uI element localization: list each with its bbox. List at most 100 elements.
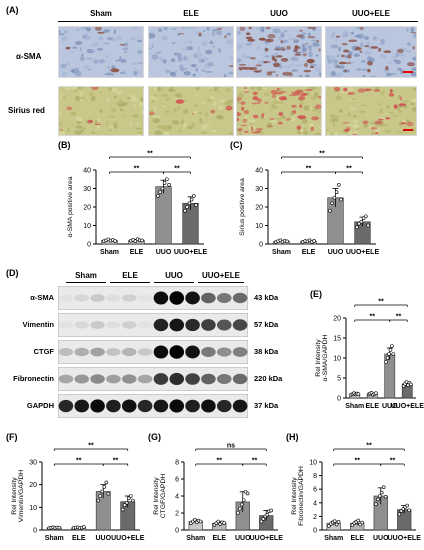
blot-header-line-ele	[110, 282, 150, 283]
y-tick-label: 10	[29, 505, 37, 512]
x-tick-label: ELE	[130, 249, 144, 256]
data-point	[222, 521, 226, 525]
data-point	[265, 512, 270, 517]
data-point	[158, 190, 162, 195]
scale-bar-sirius	[403, 129, 413, 131]
blot-header-line-uuo-ele	[198, 282, 244, 283]
data-point	[356, 518, 361, 523]
panel-label-h: (H)	[286, 432, 299, 442]
blot-protein-label: Fibronectin	[13, 374, 54, 383]
scale-bar-asma	[403, 71, 413, 73]
blot-band	[185, 318, 200, 332]
y-tick-label: 30	[29, 460, 37, 467]
data-point	[336, 520, 341, 524]
blot-strip	[58, 394, 248, 418]
x-tick-label: UUO	[328, 249, 344, 256]
blot-band	[137, 348, 153, 356]
data-point	[377, 494, 382, 498]
header-divider	[58, 21, 418, 22]
blot-band	[74, 294, 90, 302]
data-point	[334, 190, 339, 195]
data-point	[366, 223, 370, 228]
data-point	[355, 225, 359, 230]
data-point	[124, 500, 129, 505]
y-tick-label: 20	[29, 482, 37, 489]
data-point	[337, 182, 341, 187]
x-tick-label: ELE	[302, 249, 316, 256]
data-point	[384, 360, 388, 364]
x-tick-label: UUO	[156, 249, 172, 256]
y-tick-label: 0	[175, 528, 179, 535]
x-tick-label: Sham	[100, 249, 119, 256]
data-point	[404, 380, 409, 384]
significance-label: **	[370, 314, 376, 321]
data-point	[339, 197, 343, 202]
significance-label: **	[147, 151, 153, 158]
y-tick-label: 40	[255, 168, 263, 175]
significance-label: **	[174, 166, 180, 173]
data-point	[122, 503, 127, 507]
blot-band	[153, 399, 169, 413]
data-point	[397, 512, 402, 517]
data-point	[364, 214, 368, 219]
significance-label: ns	[227, 443, 235, 450]
histology-tile-sirius-uuo	[236, 86, 322, 136]
row-label-sirius: Sirius red	[8, 106, 45, 115]
blot-band	[185, 345, 200, 359]
data-point	[332, 519, 337, 523]
chart-c-sirius-positive-area: 0 10 20 30 40 Sirius positive area Sham ELE UUO U…	[239, 151, 380, 257]
y-tick-label: 10	[309, 460, 317, 467]
x-tick-label: UUO	[235, 535, 251, 542]
panel-label-f: (F)	[6, 432, 18, 442]
blot-header-line-uuo	[154, 282, 194, 283]
blot-band	[138, 295, 153, 302]
blot-band	[169, 318, 185, 332]
data-point	[330, 201, 334, 206]
y-tick-label: 30	[255, 186, 263, 193]
significance-label: **	[217, 458, 223, 465]
significance-label: **	[306, 166, 312, 173]
blot-header-uuo: UUO	[165, 271, 183, 280]
data-point	[165, 177, 169, 182]
blot-band	[121, 347, 137, 357]
histology-tile-asma-sham	[58, 26, 144, 78]
row-label-asma: α-SMA	[16, 52, 42, 61]
data-point	[334, 522, 339, 527]
blot-band	[58, 374, 74, 384]
blot-band	[121, 321, 137, 329]
data-point	[104, 480, 109, 485]
data-point	[194, 203, 198, 207]
blot-band	[59, 295, 74, 302]
histology-tile-asma-uuo-ele	[325, 26, 417, 78]
blot-band	[121, 374, 137, 384]
blot-band	[137, 374, 153, 384]
panel-label-g: (G)	[148, 432, 161, 442]
blot-band	[201, 319, 216, 331]
y-axis-label: Rel Intensity	[153, 477, 160, 515]
data-point	[189, 197, 194, 202]
histology-tile-asma-ele	[148, 26, 234, 78]
histology-header-ele: ELE	[183, 9, 199, 18]
blot-band	[138, 322, 153, 329]
data-point	[192, 518, 197, 522]
blot-header-ele: ELE	[122, 271, 138, 280]
blot-band	[153, 373, 169, 385]
blot-band	[90, 294, 105, 302]
blot-band	[121, 294, 137, 302]
blot-header-uuo-ele: UUO+ELE	[201, 271, 240, 280]
blot-kda-label: 57 kDa	[254, 320, 279, 329]
blot-band	[216, 399, 232, 413]
data-point	[133, 239, 138, 244]
x-tick-label: UUO+ELE	[346, 249, 380, 256]
data-point	[388, 348, 393, 352]
chart-h-fibronectin-gapdh: 0 2 4 6 8 10 Rel Intensity Fibronectin/GAPDH Sha…	[291, 443, 422, 543]
blot-band	[216, 373, 232, 385]
y-tick-label: 20	[83, 205, 91, 212]
data-point	[385, 356, 390, 360]
data-point	[140, 238, 144, 243]
x-tick-label: UUO+ELE	[388, 535, 422, 542]
blot-band	[74, 399, 90, 413]
y-axis-label: CTGF/GAPDH	[160, 474, 167, 519]
data-point	[391, 352, 396, 356]
data-point	[57, 525, 62, 530]
